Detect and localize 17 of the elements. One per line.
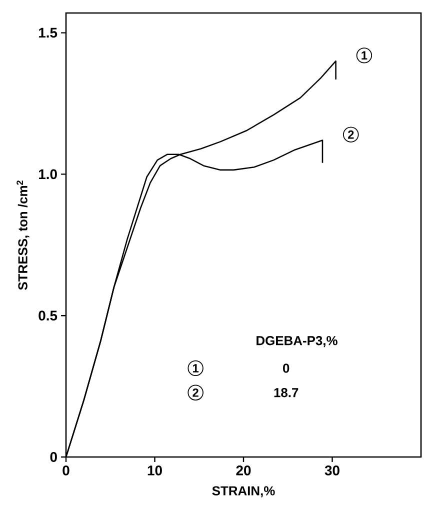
legend-label: 2 [192, 388, 198, 397]
x-tick-label: 30 [324, 465, 340, 476]
x-axis-title: STRAIN,% [212, 486, 275, 498]
text: 1 [193, 364, 199, 372]
y-tick-label: 1.0 [38, 169, 57, 180]
x-tick-label: 20 [236, 465, 251, 476]
x-tick-label: 10 [148, 465, 162, 476]
annotation: 18.7 [274, 388, 298, 398]
text: 1 [362, 51, 368, 60]
annotation: 0 [283, 364, 290, 373]
x-tick-label: 0 [62, 465, 70, 476]
legend-title: DGEBA-P3,% [256, 336, 338, 348]
text: 2 [348, 130, 354, 139]
y-axis-title: STRESS, ton /cm$^{2}$ [16, 180, 30, 290]
y-tick-label: 1.5 [38, 28, 58, 38]
y-tick-label: 0.5 [38, 310, 58, 321]
y-tick-label: 0 [50, 452, 57, 462]
